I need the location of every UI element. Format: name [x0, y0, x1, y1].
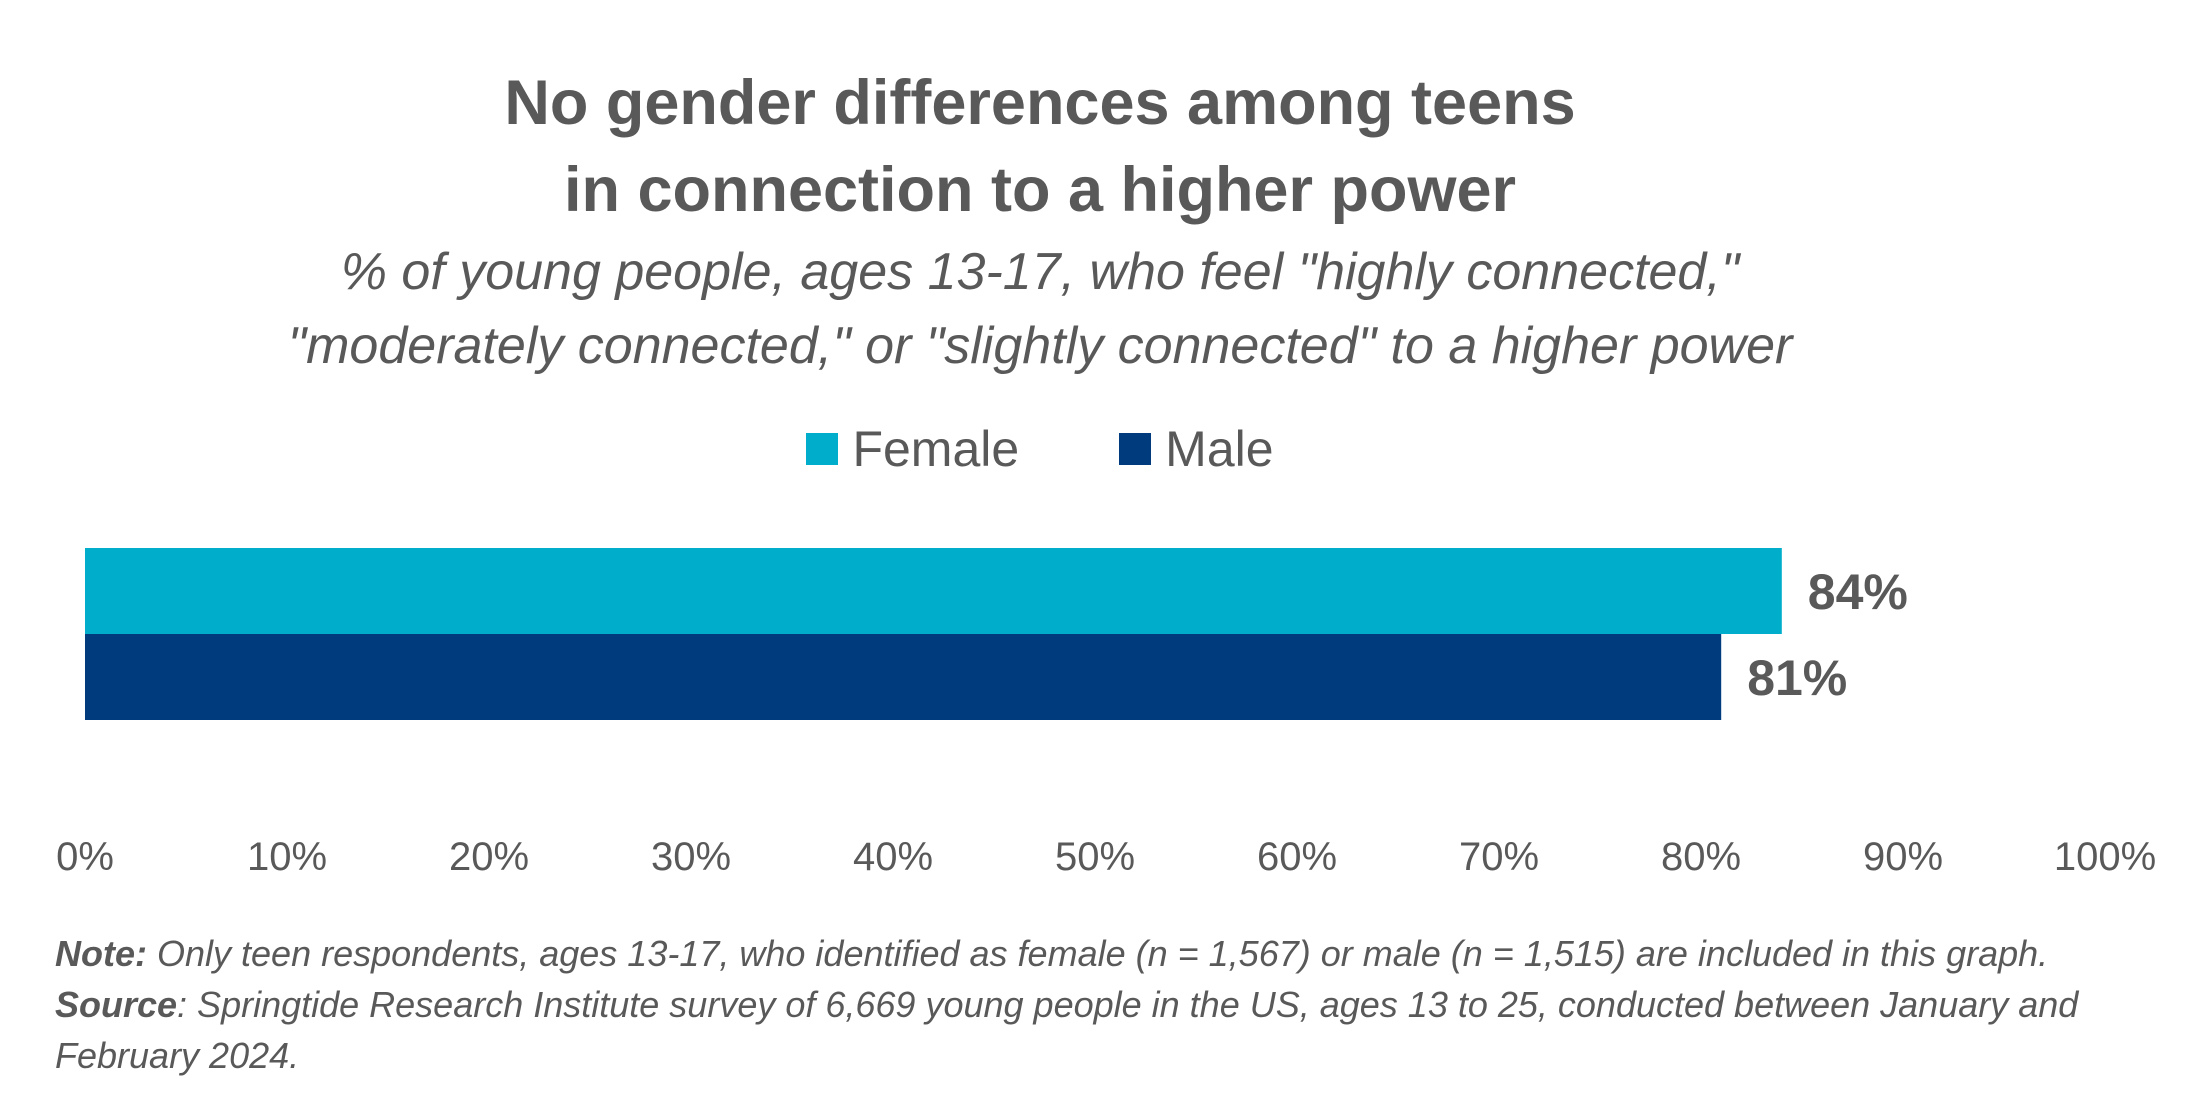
bar-chart: 84% 81% 0% 10% 20% 30% 40% 50% 60% 70% 80% 90% 100%: [56, 548, 2156, 879]
source-text: : Springtide Research Institute survey o…: [55, 984, 2079, 1076]
x-tick-label: 80%: [1661, 835, 1741, 879]
chart-title-line-1: No gender differences among teens: [504, 68, 1576, 138]
x-tick-label: 100%: [2054, 835, 2156, 879]
x-tick-label: 70%: [1459, 835, 1539, 879]
x-tick-label: 40%: [853, 835, 933, 879]
legend-swatch-female: [806, 433, 839, 465]
source-line: Source: Springtide Research Institute su…: [55, 979, 2155, 1081]
note-line: Note: Only teen respondents, ages 13-17,…: [55, 928, 2155, 979]
chart-title-line-2: in connection to a higher power: [563, 155, 1517, 225]
data-label-male: 81%: [1747, 650, 1847, 706]
legend-swatch-male: [1119, 433, 1152, 465]
legend-item-female: Female: [806, 420, 1019, 478]
chart-legend: Female Male: [0, 420, 2080, 478]
legend-label-male: Male: [1165, 421, 1274, 477]
chart-subtitle-line-1: % of young people, ages 13-17, who feel …: [340, 243, 1740, 301]
x-tick-label: 50%: [1055, 835, 1135, 879]
x-tick-label: 60%: [1257, 835, 1337, 879]
chart-subtitle-line-2: "moderately connected," or "slightly con…: [287, 317, 1793, 375]
note-label: Note:: [55, 933, 147, 974]
x-tick-label: 0%: [56, 835, 114, 879]
x-tick-label: 30%: [651, 835, 731, 879]
data-label-female: 84%: [1808, 564, 1908, 620]
chart-footnote: Note: Only teen respondents, ages 13-17,…: [55, 928, 2155, 1081]
legend-label-female: Female: [852, 421, 1020, 477]
x-tick-label: 90%: [1863, 835, 1943, 879]
x-tick-label: 20%: [449, 835, 529, 879]
bar-male: [85, 634, 1722, 720]
source-label: Source: [55, 984, 178, 1025]
note-text: Only teen respondents, ages 13-17, who i…: [147, 933, 2049, 974]
x-tick-label: 10%: [247, 835, 327, 879]
bar-female: [85, 548, 1782, 634]
legend-item-male: Male: [1119, 420, 1274, 478]
